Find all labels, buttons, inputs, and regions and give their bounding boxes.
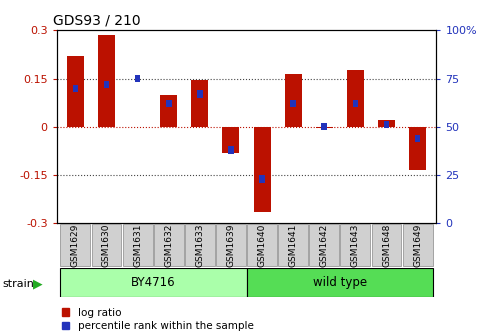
Text: wild type: wild type: [313, 276, 367, 289]
Bar: [104, 81, 109, 88]
Text: GSM1631: GSM1631: [133, 223, 142, 267]
Bar: [372, 224, 401, 266]
Legend: log ratio, percentile rank within the sample: log ratio, percentile rank within the sa…: [62, 308, 253, 331]
Bar: [259, 175, 265, 182]
Bar: [191, 80, 209, 127]
Bar: [290, 100, 296, 107]
Text: strain: strain: [2, 279, 35, 289]
Bar: [160, 95, 177, 127]
Bar: [98, 35, 115, 127]
Bar: [166, 100, 172, 107]
Bar: [228, 146, 234, 154]
Bar: [253, 127, 271, 212]
Bar: [384, 121, 389, 128]
Text: GSM1630: GSM1630: [102, 223, 111, 267]
Text: GSM1642: GSM1642: [320, 224, 329, 267]
Bar: [185, 224, 215, 266]
Bar: [246, 268, 433, 297]
Text: GSM1648: GSM1648: [382, 223, 391, 267]
Text: GDS93 / 210: GDS93 / 210: [53, 14, 141, 28]
Text: GSM1633: GSM1633: [195, 223, 204, 267]
Text: BY4716: BY4716: [131, 276, 176, 289]
Bar: [309, 224, 339, 266]
Bar: [415, 135, 421, 142]
Bar: [60, 268, 246, 297]
Bar: [316, 127, 333, 128]
Bar: [135, 75, 141, 82]
Bar: [409, 127, 426, 170]
Bar: [67, 56, 84, 127]
Bar: [92, 224, 121, 266]
Bar: [197, 90, 203, 97]
Bar: [61, 224, 90, 266]
Bar: [341, 224, 370, 266]
Bar: [378, 120, 395, 127]
Bar: [222, 127, 240, 153]
Text: GSM1632: GSM1632: [164, 223, 173, 267]
Bar: [321, 123, 327, 130]
Text: GSM1641: GSM1641: [289, 223, 298, 267]
Bar: [123, 224, 152, 266]
Bar: [284, 74, 302, 127]
Bar: [403, 224, 432, 266]
Bar: [247, 224, 277, 266]
Text: GSM1649: GSM1649: [413, 223, 422, 267]
Text: GSM1629: GSM1629: [71, 223, 80, 267]
Bar: [347, 71, 364, 127]
Bar: [216, 224, 246, 266]
Bar: [154, 224, 184, 266]
Text: ▶: ▶: [33, 278, 43, 290]
Text: GSM1643: GSM1643: [351, 223, 360, 267]
Bar: [352, 100, 358, 107]
Text: GSM1640: GSM1640: [257, 223, 267, 267]
Text: GSM1639: GSM1639: [226, 223, 236, 267]
Bar: [72, 85, 78, 92]
Bar: [278, 224, 308, 266]
